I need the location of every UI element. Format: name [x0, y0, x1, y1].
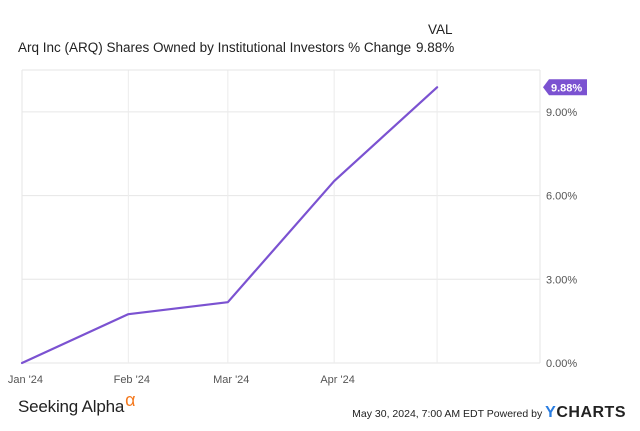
val-column-header: VAL: [428, 22, 453, 37]
x-tick-label: Feb '24: [114, 374, 150, 386]
y-tick-label: 9.00%: [546, 107, 577, 119]
alpha-symbol: α: [125, 390, 136, 410]
x-tick-label: Apr '24: [320, 374, 355, 386]
y-tick-label: 0.00%: [546, 358, 577, 370]
timestamp: May 30, 2024, 7:00 AM EDT Powered by: [352, 408, 543, 420]
chart-title: Arq Inc (ARQ) Shares Owned by Institutio…: [18, 40, 412, 55]
y-tick-label: 6.00%: [546, 191, 577, 203]
last-value-badge: [543, 79, 587, 96]
val-column-value: 9.88%: [416, 40, 455, 55]
x-tick-label: Mar '24: [213, 374, 249, 386]
ycharts-logo: YCHARTS: [545, 404, 626, 421]
seeking-alpha-wordmark: Seeking Alpha: [18, 397, 125, 416]
y-tick-label: 3.00%: [546, 274, 577, 286]
last-value-label: 9.88%: [551, 82, 582, 94]
chart-credit: May 30, 2024, 7:00 AM EDT Powered by YCH…: [352, 404, 626, 422]
x-tick-label: Jan '24: [8, 374, 43, 386]
seeking-alpha-logo: Seeking Alphaα: [18, 390, 136, 417]
series-line: [20, 86, 439, 365]
